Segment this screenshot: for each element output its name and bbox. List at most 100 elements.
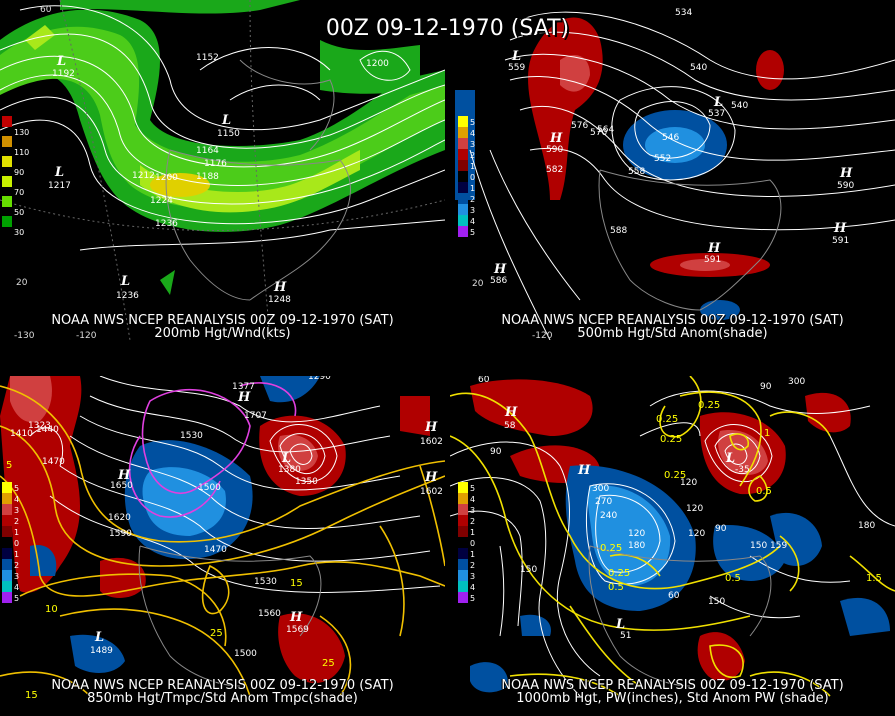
legend-label: 2 xyxy=(14,561,20,570)
pw-label: 0.25 xyxy=(600,543,622,554)
contour-label: 558 xyxy=(628,167,645,177)
panel-200mb: 1152 1200 1164 1176 1188 1200 1212 1224 … xyxy=(0,0,445,340)
pressure-value: 1217 xyxy=(48,181,71,191)
contour-label: 120 xyxy=(680,478,697,488)
legend-label: 2 xyxy=(470,195,476,204)
pressure-value: 559 xyxy=(508,63,525,73)
temp-label: 25 xyxy=(322,658,335,669)
legend-label: 3 xyxy=(14,506,20,515)
high-marker: H xyxy=(273,280,287,295)
legend-label: 130 xyxy=(14,128,30,137)
contour-label: 1530 xyxy=(180,431,203,441)
legend-label: 90 xyxy=(14,168,25,177)
contour-label: 1440 xyxy=(36,425,59,435)
legend-label: 2 xyxy=(470,561,476,570)
contour-label: 1236 xyxy=(155,219,178,229)
pressure-value: 586 xyxy=(490,276,507,286)
contour-label: 1290 xyxy=(308,376,331,382)
tick-label: 20 xyxy=(472,279,484,289)
legend-label: 3 xyxy=(470,140,476,149)
contour-label: 540 xyxy=(690,63,707,73)
temp-label: 10 xyxy=(45,604,58,615)
legend-label: 1 xyxy=(470,184,476,193)
panel-1000mb: 60 60 90 90 120 120 300 270 240 120 180 … xyxy=(450,376,895,716)
high-marker: H xyxy=(237,390,251,405)
pressure-value: 1192 xyxy=(52,69,75,79)
pressure-value: 590 xyxy=(837,181,854,191)
high-marker: H xyxy=(289,610,303,625)
contour-label: 150 xyxy=(708,597,725,607)
high-marker: H xyxy=(833,221,847,236)
pressure-value: 591 xyxy=(704,255,721,265)
tick-label: -130 xyxy=(14,331,35,340)
high-marker: H xyxy=(839,166,853,181)
low-marker: L xyxy=(94,630,104,645)
tick-label: 60 xyxy=(40,5,52,15)
low-marker: L xyxy=(54,165,64,180)
contour-label: 1590 xyxy=(109,529,132,539)
panel-850mb: 1290 1410 1440 1470 1500 1530 1590 1620 … xyxy=(0,376,445,716)
panel-subcaption: 500mb Hgt/Std Anom(shade) xyxy=(577,326,768,341)
pressure-value: 58 xyxy=(504,421,516,431)
legend-label: 4 xyxy=(470,583,476,592)
pressure-value: 1602 xyxy=(420,487,443,497)
tick-label: -120 xyxy=(76,331,97,340)
contour-label: 60 xyxy=(668,591,680,601)
contour-label: 1350 xyxy=(295,477,318,487)
legend-label: 5 xyxy=(14,484,20,493)
contour-label: 1188 xyxy=(196,172,219,182)
contour-label: 90 xyxy=(490,447,502,457)
pressure-value: 1489 xyxy=(90,646,113,656)
pw-label: 1 xyxy=(764,428,770,439)
pressure-value: 537 xyxy=(708,109,725,119)
low-marker: L xyxy=(511,49,521,64)
legend-label: 70 xyxy=(14,188,25,197)
panel-caption: NOAA NWS NCEP REANALYSIS 00Z 09-12-1970 … xyxy=(51,678,394,693)
high-marker: H xyxy=(504,405,518,420)
contour-label: 546 xyxy=(662,133,679,143)
pw-label: 0.25 xyxy=(656,414,678,425)
pressure-value: 1602 xyxy=(420,437,443,447)
panel-caption: NOAA NWS NCEP REANALYSIS 00Z 09-12-1970 … xyxy=(501,678,844,693)
contour-label: 270 xyxy=(595,497,612,507)
panel-500mb: 534 540 540 546 552 558 564 570 576 582 … xyxy=(450,0,895,340)
legend-label: 2 xyxy=(470,517,476,526)
contour-label: 1152 xyxy=(196,53,219,63)
contour-label: 150 xyxy=(750,541,767,551)
legend-label: 4 xyxy=(470,217,476,226)
legend-label: 5 xyxy=(14,594,20,603)
legend-label: 3 xyxy=(470,572,476,581)
pressure-value: -35 xyxy=(735,465,750,475)
pw-label: 0.25 xyxy=(698,400,720,411)
pw-label: 1.5 xyxy=(866,573,882,584)
legend-label: 4 xyxy=(14,495,20,504)
map-500mb: 534 540 540 546 552 558 564 570 576 582 … xyxy=(455,8,895,340)
pw-label: 0.25 xyxy=(664,470,686,481)
low-marker: L xyxy=(281,451,291,466)
pw-label: 0.25 xyxy=(660,434,682,445)
panel-subcaption: 850mb Hgt/Tmpc/Std Anom Tmpc(shade) xyxy=(87,691,358,706)
tick-label: 20 xyxy=(16,278,28,288)
pressure-value: 590 xyxy=(546,145,563,155)
legend-label: 0 xyxy=(14,539,20,548)
pressure-value: 159 xyxy=(770,541,787,551)
legend-label: 50 xyxy=(14,208,25,217)
contour-label: 120 xyxy=(688,529,705,539)
temp-label: 25 xyxy=(210,628,223,639)
temp-label: 5 xyxy=(6,460,12,471)
low-marker: L xyxy=(725,451,735,466)
contour-label: 1530 xyxy=(254,577,277,587)
legend-label: 1 xyxy=(470,550,476,559)
panel-subcaption: 1000mb Hgt, PW(inches), Std Anom PW (sha… xyxy=(516,691,829,706)
contour-label: 564 xyxy=(597,125,614,135)
contour-label: 1248 xyxy=(268,295,291,305)
pw-label: 0.5 xyxy=(608,582,624,593)
legend-label: 1 xyxy=(14,528,20,537)
pressure-value: 591 xyxy=(832,236,849,246)
legend-label: 5 xyxy=(470,594,476,603)
pw-label: 0.5 xyxy=(725,573,741,584)
contour-label: 90 xyxy=(715,524,727,534)
pressure-value: 1323 xyxy=(28,421,51,431)
contour-label: 300 xyxy=(592,484,609,494)
pw-label: 0.25 xyxy=(608,568,630,579)
